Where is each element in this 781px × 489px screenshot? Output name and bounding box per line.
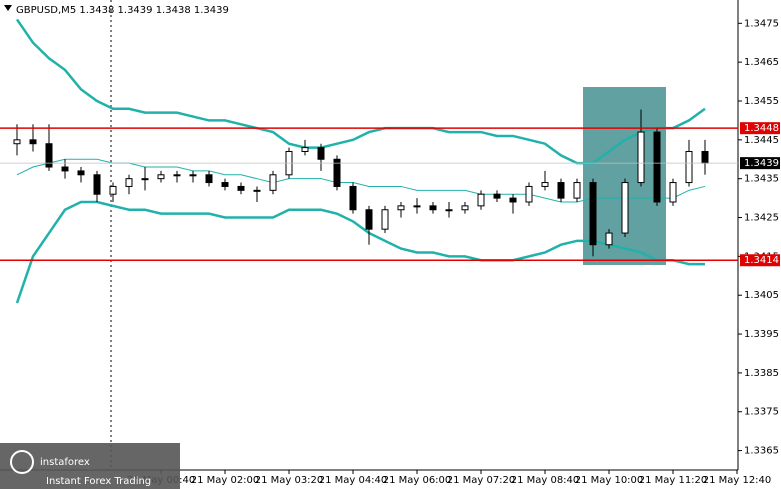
y-tick-label: 1.3405 — [744, 290, 779, 301]
candle-body — [429, 205, 437, 211]
x-tick-label: 21 May 04:40 — [319, 475, 388, 486]
candle-body — [413, 205, 421, 208]
level-label: 1.3448 — [744, 123, 779, 134]
y-tick-label: 1.3475 — [744, 18, 779, 29]
candle-body — [653, 131, 661, 203]
level-label-box — [740, 122, 780, 135]
candle-body — [333, 158, 341, 187]
y-tick-label: 1.3395 — [744, 329, 779, 340]
candle-body — [589, 182, 597, 246]
y-tick-label: 1.3385 — [744, 368, 779, 379]
candle-body — [29, 139, 37, 145]
candle-body — [621, 182, 629, 234]
chart-title: GBPUSD,M5 1.3438 1.3439 1.3438 1.3439 — [16, 5, 229, 16]
candle-body — [509, 197, 517, 203]
candle-body — [669, 182, 677, 203]
candle-body — [125, 178, 133, 187]
candle-body — [365, 209, 373, 230]
level-label-box — [740, 254, 780, 267]
candle-body — [173, 174, 181, 177]
y-tick-label: 1.3455 — [744, 96, 779, 107]
y-tick-label: 1.3435 — [744, 174, 779, 185]
y-tick-label: 1.3375 — [744, 407, 779, 418]
candle-body — [189, 174, 197, 177]
current-price-label: 1.3439 — [744, 158, 779, 169]
candle-body — [685, 150, 693, 184]
current-price-box — [740, 157, 780, 170]
y-tick-label: 1.3425 — [744, 213, 779, 224]
candle-body — [525, 185, 533, 203]
candle-body — [141, 178, 149, 181]
candle-body — [477, 193, 485, 207]
level-label: 1.3414 — [744, 255, 779, 266]
candle-body — [253, 189, 261, 192]
candle-body — [45, 143, 53, 168]
candle-body — [397, 205, 405, 211]
x-tick-label: 21 May 12:40 — [703, 475, 772, 486]
x-tick-label: 21 May 10:00 — [575, 475, 644, 486]
x-tick-label: 21 May 02:00 — [191, 475, 260, 486]
candle-body — [349, 185, 357, 211]
candle-body — [205, 174, 213, 184]
candle-body — [93, 174, 101, 195]
y-tick-label: 1.3365 — [744, 446, 779, 457]
candle-body — [461, 205, 469, 211]
candle-body — [77, 170, 85, 176]
candle-body — [237, 185, 245, 191]
plot-layer: 1.3475 1.3465 1.3455 1.3445 1.3435 1.3425 1.34… — [0, 18, 780, 486]
x-tick-label: 21 May 06:00 — [383, 475, 452, 486]
candle-body — [573, 182, 581, 199]
x-tick-label: 21 May 08:40 — [511, 475, 580, 486]
x-tick-label: 21 May 07:20 — [447, 475, 516, 486]
watermark-logo — [10, 450, 34, 474]
candle-body — [605, 232, 613, 246]
candle-body — [381, 209, 389, 230]
candle-body — [157, 174, 165, 180]
candle-body — [61, 166, 69, 172]
watermark: instaforex Instant Forex Trading — [0, 443, 180, 489]
x-tick-label: 21 May 11:20 — [639, 475, 708, 486]
candle-body — [221, 182, 229, 187]
candle-body — [317, 147, 325, 160]
watermark-brand: instaforex — [40, 457, 90, 468]
menu-arrow — [4, 5, 12, 11]
candle-body — [493, 193, 501, 199]
candle-body — [557, 182, 565, 199]
watermark-box — [0, 443, 180, 489]
candle-body — [301, 147, 309, 152]
y-tick-label: 1.3465 — [744, 57, 779, 68]
candle-body — [109, 185, 117, 195]
candle-body — [637, 131, 645, 184]
candle-body — [541, 182, 549, 187]
candle-body — [701, 150, 709, 164]
candle-body — [269, 174, 277, 191]
watermark-tagline: Instant Forex Trading — [46, 476, 151, 487]
candle-body — [13, 139, 21, 145]
candle-body — [445, 209, 453, 212]
x-tick-label: 21 May 03:20 — [255, 475, 324, 486]
y-tick-label: 1.3445 — [744, 135, 779, 146]
